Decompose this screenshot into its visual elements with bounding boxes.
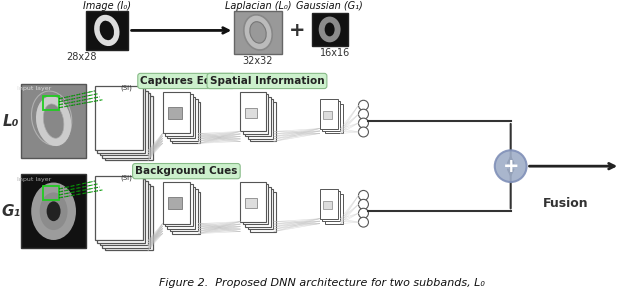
Bar xyxy=(105,186,152,250)
Bar xyxy=(105,96,152,160)
Text: Spatial Information: Spatial Information xyxy=(210,76,324,86)
Ellipse shape xyxy=(94,15,120,46)
Bar xyxy=(97,178,145,243)
Bar xyxy=(243,94,268,134)
Circle shape xyxy=(358,217,369,227)
Text: +: + xyxy=(502,157,519,176)
Bar xyxy=(245,198,257,208)
Text: G₁: G₁ xyxy=(2,204,21,219)
Bar xyxy=(243,185,268,224)
Bar xyxy=(168,97,195,138)
Text: 16x16: 16x16 xyxy=(319,48,349,58)
Bar xyxy=(86,11,128,50)
Text: 28x28: 28x28 xyxy=(67,52,97,62)
Bar xyxy=(21,174,86,248)
Text: (SI): (SI) xyxy=(121,175,132,181)
Circle shape xyxy=(358,190,369,200)
Ellipse shape xyxy=(35,95,72,147)
Bar xyxy=(163,182,190,224)
Bar xyxy=(43,186,59,200)
Text: Background Cues: Background Cues xyxy=(135,166,237,176)
Bar xyxy=(21,84,86,158)
Bar xyxy=(248,99,273,139)
Bar xyxy=(102,93,150,158)
Bar xyxy=(100,181,148,246)
Text: Input layer: Input layer xyxy=(17,86,51,91)
Bar xyxy=(100,91,148,155)
Bar xyxy=(163,92,190,133)
Text: (SI): (SI) xyxy=(121,85,132,91)
Text: L₀: L₀ xyxy=(3,114,19,128)
Bar xyxy=(170,99,198,141)
Bar xyxy=(97,88,145,153)
Circle shape xyxy=(358,199,369,209)
Text: +: + xyxy=(289,21,305,40)
Bar xyxy=(168,107,182,119)
Circle shape xyxy=(358,127,369,137)
Text: Gaussian (G₁): Gaussian (G₁) xyxy=(296,1,363,11)
Ellipse shape xyxy=(324,22,335,36)
Bar xyxy=(323,201,332,209)
Bar xyxy=(245,108,257,118)
Bar xyxy=(320,99,337,128)
Ellipse shape xyxy=(244,15,272,50)
Bar xyxy=(168,187,195,229)
Bar xyxy=(172,192,200,234)
Bar xyxy=(245,187,271,227)
Bar xyxy=(95,86,143,150)
Bar xyxy=(320,189,337,219)
Circle shape xyxy=(358,118,369,128)
Circle shape xyxy=(495,150,527,182)
Circle shape xyxy=(358,208,369,218)
Ellipse shape xyxy=(100,21,114,40)
Bar xyxy=(95,176,143,241)
Text: Captures Edges: Captures Edges xyxy=(140,76,232,86)
Text: Fusion: Fusion xyxy=(543,197,588,210)
Bar xyxy=(324,194,342,224)
Text: Input layer: Input layer xyxy=(17,177,51,182)
Bar xyxy=(322,192,340,221)
Ellipse shape xyxy=(47,201,61,221)
Bar xyxy=(250,192,276,232)
Ellipse shape xyxy=(319,17,340,42)
Bar xyxy=(165,185,193,226)
Bar xyxy=(322,101,340,131)
Ellipse shape xyxy=(31,182,76,240)
Circle shape xyxy=(358,109,369,119)
Ellipse shape xyxy=(250,22,266,43)
Bar xyxy=(250,102,276,141)
Bar xyxy=(245,97,271,136)
Bar xyxy=(102,183,150,248)
Bar xyxy=(240,182,266,222)
Text: 32x32: 32x32 xyxy=(243,56,273,66)
Bar xyxy=(312,13,348,46)
Ellipse shape xyxy=(40,192,68,230)
Bar xyxy=(324,104,342,133)
Bar xyxy=(323,111,332,119)
Bar xyxy=(172,102,200,143)
Text: Image (I₀): Image (I₀) xyxy=(83,1,131,11)
Bar xyxy=(168,197,182,209)
Bar xyxy=(240,92,266,131)
Ellipse shape xyxy=(44,104,64,138)
Bar xyxy=(248,190,273,229)
Text: Laplacian (L₀): Laplacian (L₀) xyxy=(225,1,291,11)
Bar xyxy=(43,96,59,110)
Bar xyxy=(170,190,198,231)
Bar xyxy=(165,94,193,136)
Bar xyxy=(234,11,282,54)
Circle shape xyxy=(358,100,369,110)
Text: Figure 2.  Proposed DNN architecture for two subbands, L₀: Figure 2. Proposed DNN architecture for … xyxy=(159,278,484,288)
